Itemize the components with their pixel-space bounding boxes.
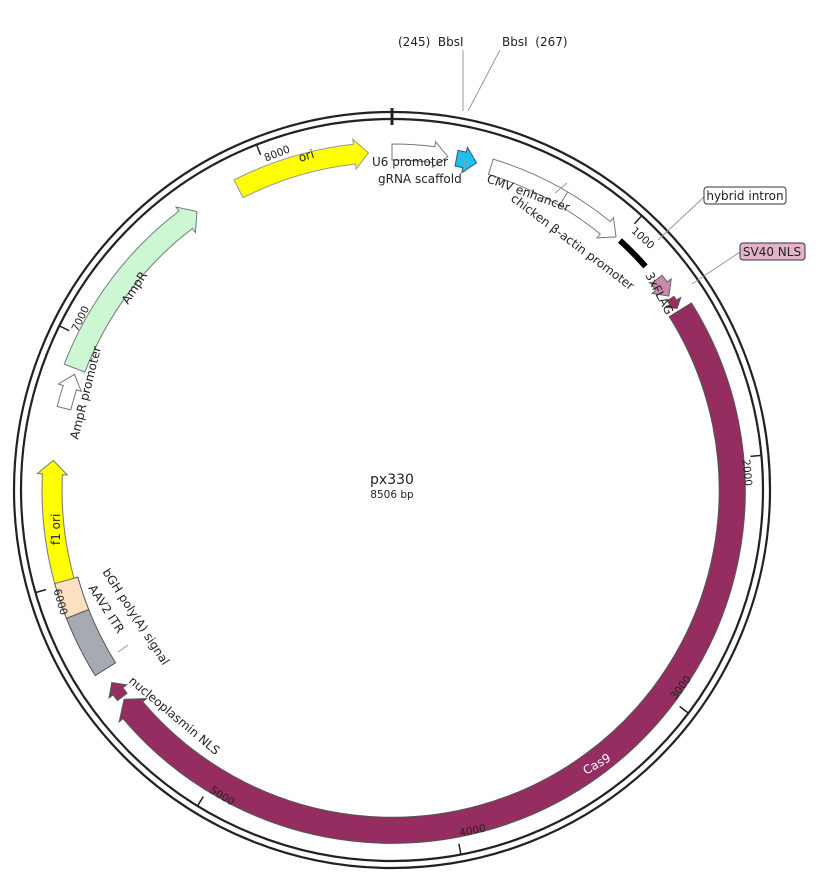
feature [391, 140, 449, 169]
site-label: (245) BbsI [398, 35, 464, 49]
feature [63, 206, 198, 373]
feature [118, 302, 746, 844]
label-leader [554, 182, 568, 194]
tick-mark [255, 144, 262, 156]
feature-label: hybrid intron [706, 189, 783, 203]
tick-label: 2000 [740, 459, 754, 487]
tick-mark [196, 796, 204, 807]
tick-mark [679, 705, 689, 714]
feature [664, 295, 682, 309]
tick-mark [633, 215, 643, 225]
callout-box [739, 242, 806, 261]
feature [650, 274, 672, 297]
feature-divider [559, 191, 569, 206]
feature [454, 145, 478, 174]
feature [108, 682, 129, 702]
feature-label: f1 ori [49, 514, 63, 545]
callout-leader [657, 196, 705, 241]
feature-label: ori [297, 147, 316, 165]
feature-label: U6 promoter [372, 155, 448, 169]
label-leader [117, 644, 129, 653]
plasmid-name: px330 [370, 472, 414, 488]
site-leader [467, 49, 501, 112]
callout-leader [691, 251, 741, 285]
feature-label: 3xFLAG [642, 270, 676, 317]
callout-box [703, 186, 787, 205]
tick-label: 4000 [458, 823, 486, 840]
label-leader [462, 154, 467, 173]
feature [233, 137, 370, 199]
feature [487, 158, 617, 239]
tick-mark [58, 325, 70, 332]
tick-mark [750, 454, 762, 458]
feature [617, 238, 648, 269]
site-label: BbsI (267) [502, 35, 568, 49]
feature [56, 373, 83, 411]
tick-mark [458, 843, 462, 855]
feature-label: gRNA scaffold [378, 172, 462, 186]
feature [54, 576, 90, 619]
feature-label: SV40 NLS [743, 245, 801, 259]
tick-label: 1000 [629, 225, 657, 252]
tick-mark [35, 588, 47, 594]
plasmid-size: 8506 bp [370, 489, 414, 501]
feature [36, 459, 75, 585]
